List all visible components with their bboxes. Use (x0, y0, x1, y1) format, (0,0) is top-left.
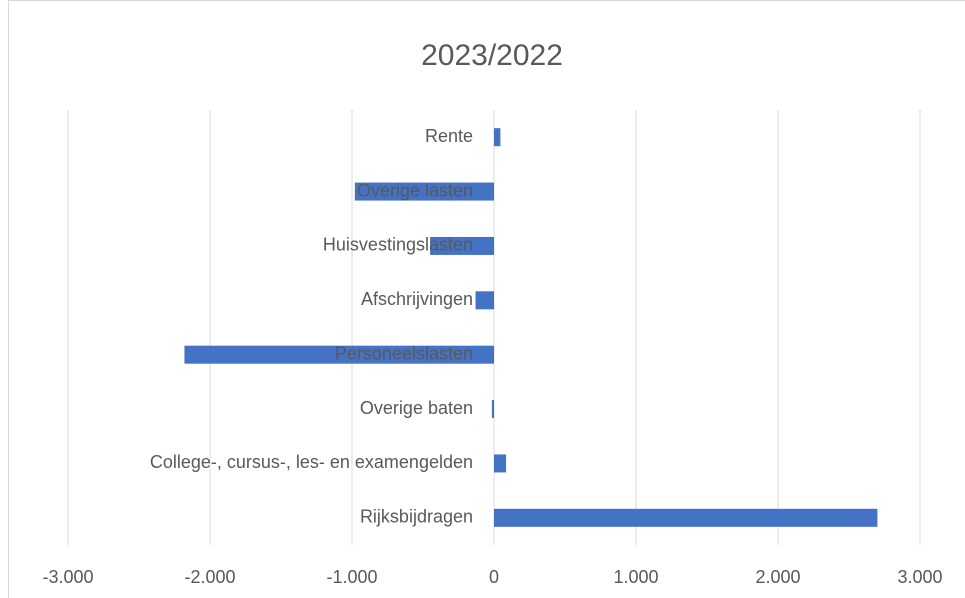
x-tick-label: -3.000 (42, 567, 93, 587)
bar (491, 400, 494, 419)
category-label: Rijksbijdragen (360, 507, 473, 527)
chart-title: 2023/2022 (421, 39, 563, 72)
bar (430, 236, 494, 255)
bar (494, 454, 507, 473)
category-label: College-, cursus-, les- en examengelden (150, 452, 473, 472)
x-tick-label: -2.000 (184, 567, 235, 587)
x-tick-label: 3.000 (897, 567, 942, 587)
grid (67, 110, 921, 545)
x-tick-label: 2.000 (755, 567, 800, 587)
bar (494, 128, 501, 147)
x-tick-label: -1.000 (326, 567, 377, 587)
bar (184, 345, 494, 364)
category-label: Overige lasten (357, 180, 473, 200)
bar (475, 291, 494, 310)
bars (184, 128, 878, 527)
x-tick-label: 0 (489, 567, 499, 587)
bar (354, 182, 494, 201)
bar (494, 508, 878, 527)
category-label: Personeelslasten (335, 343, 473, 363)
labels: -3.000 -2.000 -1.000 0 1.000 2.000 3.000 Rijksb… (42, 126, 942, 587)
category-label: Rente (425, 126, 473, 146)
category-label: Afschrijvingen (361, 289, 473, 309)
category-label: Overige baten (360, 398, 473, 418)
category-label: Huisvestingslasten (323, 235, 473, 255)
x-tick-label: 1.000 (613, 567, 658, 587)
